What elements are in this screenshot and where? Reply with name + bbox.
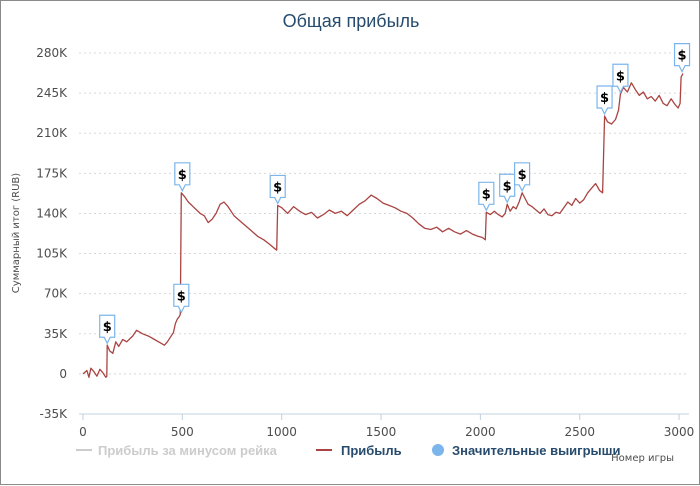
y-tick-label: 140K [36,206,68,220]
flag-dollar-label: $ [178,168,187,183]
y-tick-label: 0 [59,367,67,381]
significant-win-flag: $ [499,173,516,204]
x-tick-label: 1500 [366,425,397,439]
flag-dollar-label: $ [177,289,186,304]
y-tick-label: 175K [36,166,68,180]
legend-item[interactable]: Прибыль [316,443,402,458]
x-axis-label: Номер игры [611,453,674,464]
flag-box [612,63,629,94]
flag-dollar-label: $ [103,320,112,335]
significant-win-flag: $ [99,314,116,345]
legend-label: Прибыль [341,443,402,458]
flag-dollar-label: $ [616,69,625,84]
x-tick-label: 2000 [465,425,496,439]
significant-win-flag: $ [596,85,613,116]
y-tick-label: 245K [36,86,68,100]
x-tick-label: 1000 [266,425,297,439]
flag-dollar-label: $ [503,179,512,194]
y-tick-label: 210K [36,126,68,140]
flag-box [478,181,495,212]
y-tick-label: 70K [44,287,68,301]
x-axis: 0 500 1000 1500 2000 2500 3000 [79,413,695,439]
x-tick-label: 2500 [564,425,595,439]
legend-label: Значительные выигрыши [452,443,620,458]
chart-title: Общая прибыль [283,11,420,31]
flag-box [174,162,191,193]
flag-box [596,85,613,116]
flag-box [99,314,116,345]
flag-dollar-label: $ [482,187,491,202]
flag-box [673,43,691,73]
flag-dollar-label: $ [518,168,527,183]
flag-box [269,174,286,205]
significant-wins-layer: $ $ $ $ $ $ $ $ $ $ [99,43,691,345]
y-tick-label: 280K [36,46,68,60]
x-tick-label: 500 [171,425,194,439]
significant-win-flag: $ [513,162,531,193]
legend: Прибыль за минусом рейка Прибыль Значитель… [76,443,620,458]
y-axis-label: Суммарный итог (RUB) [11,173,22,293]
y-tick-label: -35K [40,407,69,421]
flag-dollar-label: $ [600,91,609,106]
significant-win-flag: $ [173,283,190,314]
flag-dollar-label: $ [273,180,282,195]
legend-item[interactable]: Прибыль за минусом рейка [76,443,278,458]
y-tick-label: 105K [36,247,68,261]
legend-item[interactable]: Значительные выигрыши [432,443,620,458]
flag-box [513,162,531,193]
series-layer [82,73,684,378]
significant-win-flag: $ [174,162,191,193]
x-tick-label: 0 [79,425,87,439]
y-tick-label: 35K [44,327,68,341]
significant-win-flag: $ [478,181,495,212]
x-tick-label: 3000 [664,425,695,439]
y-axis-ticks: -35K 0 35K 70K 105K 140K 175K 210K 245K 280K [36,46,68,421]
legend-label: Прибыль за минусом рейка [98,443,278,458]
flag-dollar-label: $ [678,49,687,64]
significant-win-flag: $ [673,43,691,73]
flag-box [173,283,190,314]
significant-win-flag: $ [612,63,629,94]
legend-circle-marker [432,444,444,456]
series-line-profit [82,73,684,378]
significant-win-flag: $ [269,174,286,205]
